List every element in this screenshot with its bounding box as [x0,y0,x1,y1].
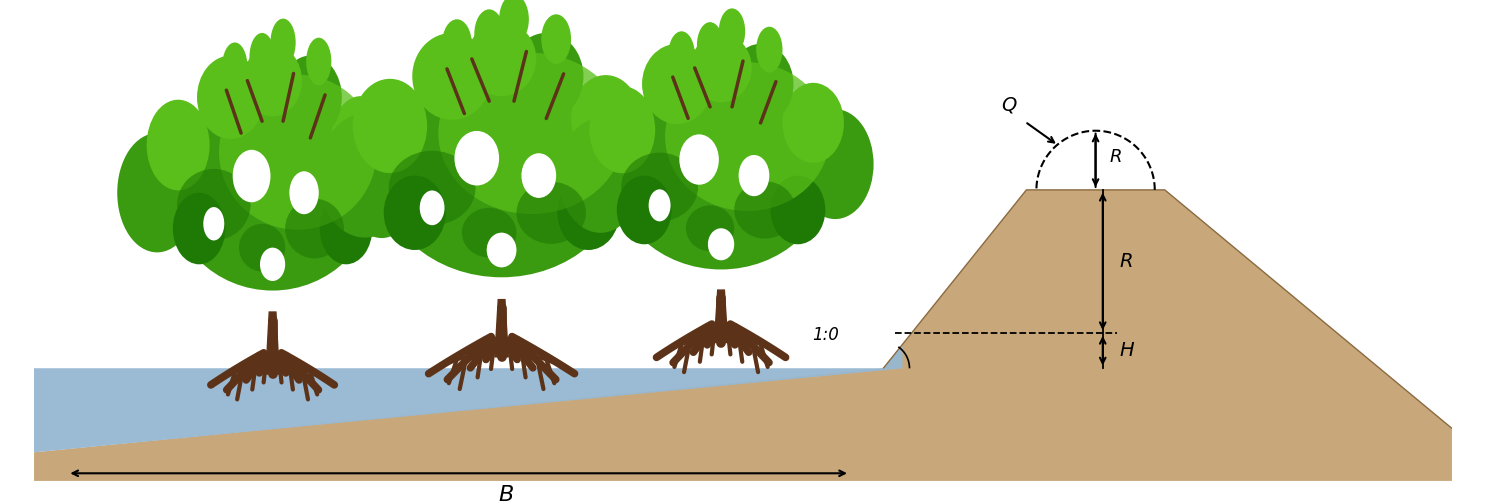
Ellipse shape [467,22,536,96]
Ellipse shape [487,233,517,267]
Ellipse shape [541,14,571,64]
Ellipse shape [739,155,770,196]
Ellipse shape [510,33,584,120]
Ellipse shape [319,193,373,264]
Ellipse shape [239,224,285,272]
Ellipse shape [290,171,319,214]
Ellipse shape [571,75,640,162]
Ellipse shape [679,135,719,185]
Ellipse shape [345,123,419,238]
Text: R: R [1110,148,1122,166]
Ellipse shape [147,100,210,191]
Ellipse shape [244,45,302,116]
Ellipse shape [499,0,529,44]
Ellipse shape [285,199,343,259]
Ellipse shape [331,96,391,179]
Ellipse shape [783,83,844,163]
Ellipse shape [474,10,504,59]
Ellipse shape [687,205,734,251]
Text: B: B [499,485,514,504]
Polygon shape [266,312,279,374]
Ellipse shape [168,81,377,290]
Ellipse shape [177,169,251,240]
Ellipse shape [559,118,642,233]
Ellipse shape [770,175,825,244]
Ellipse shape [666,62,829,211]
Ellipse shape [648,190,670,221]
Ellipse shape [691,34,752,102]
Ellipse shape [389,151,476,225]
Polygon shape [34,190,1452,481]
Ellipse shape [383,175,446,250]
Ellipse shape [455,131,499,185]
Ellipse shape [306,38,331,85]
Text: 1:0: 1:0 [813,326,840,344]
Ellipse shape [352,79,426,173]
Ellipse shape [233,150,270,202]
Ellipse shape [250,33,275,81]
Polygon shape [495,299,508,357]
Ellipse shape [617,175,672,244]
Ellipse shape [517,182,585,244]
Ellipse shape [719,9,744,54]
Polygon shape [715,290,728,343]
Ellipse shape [707,228,734,260]
Ellipse shape [441,19,473,69]
Ellipse shape [796,109,874,219]
Ellipse shape [557,175,620,250]
Ellipse shape [419,191,444,225]
Ellipse shape [642,44,712,124]
Ellipse shape [223,42,247,90]
Text: H: H [1120,341,1134,360]
Ellipse shape [318,113,412,237]
Ellipse shape [172,193,226,264]
Ellipse shape [621,153,698,221]
Ellipse shape [438,53,624,214]
Polygon shape [34,345,902,452]
Ellipse shape [377,59,626,277]
Ellipse shape [728,44,794,124]
Ellipse shape [522,153,556,198]
Ellipse shape [590,86,655,173]
Ellipse shape [198,55,265,139]
Polygon shape [34,345,902,452]
Ellipse shape [260,247,285,281]
Ellipse shape [669,31,695,77]
Ellipse shape [270,19,296,67]
Ellipse shape [412,33,492,120]
Ellipse shape [587,104,675,223]
Ellipse shape [734,181,795,238]
Ellipse shape [204,207,224,240]
Ellipse shape [462,208,517,258]
Ellipse shape [117,133,198,253]
Ellipse shape [697,22,724,68]
Text: Q: Q [1002,96,1016,115]
Ellipse shape [279,55,342,139]
Ellipse shape [218,75,376,230]
Ellipse shape [611,68,831,270]
Text: R: R [1120,252,1134,271]
Ellipse shape [756,27,783,73]
